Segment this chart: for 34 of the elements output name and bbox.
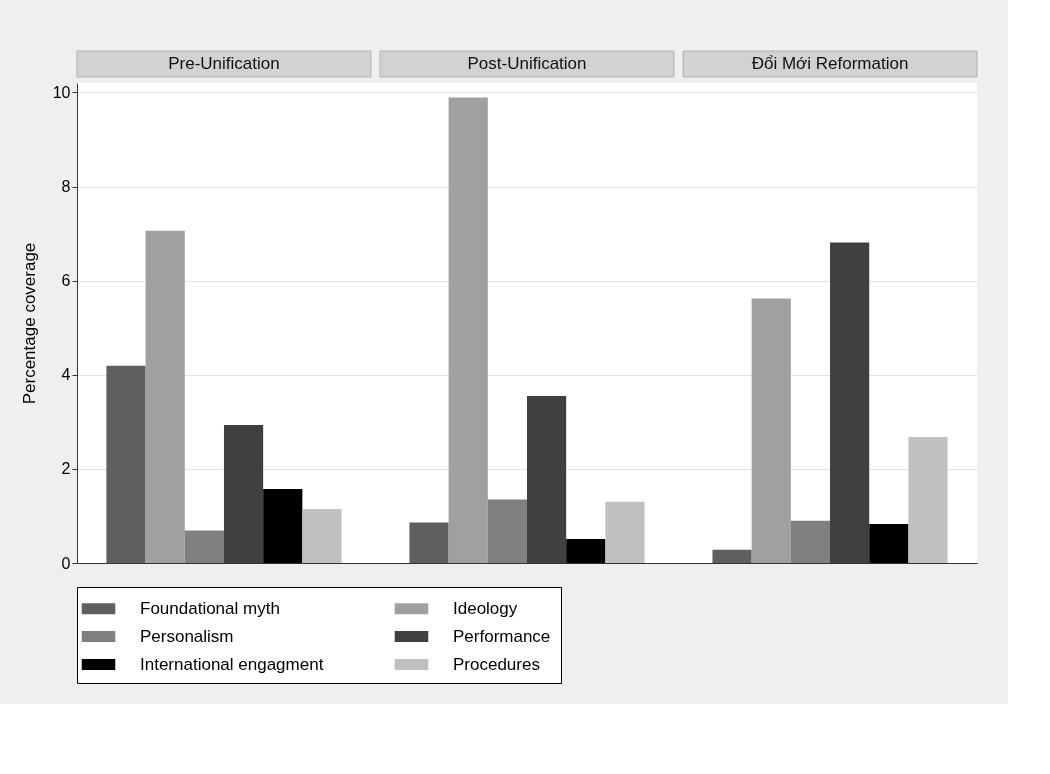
bar (527, 395, 567, 563)
bar (487, 499, 527, 563)
y-tick-label: 2 (61, 460, 71, 478)
bar (448, 97, 488, 563)
bar (566, 539, 606, 563)
legend-label: Foundational myth (140, 598, 280, 618)
bar (869, 523, 909, 563)
x-tick-label: Đổi Mới Reformation (751, 54, 909, 73)
bar (790, 520, 831, 563)
bar (830, 242, 870, 563)
y-tick-label: 6 (61, 272, 71, 290)
bar (302, 508, 342, 563)
y-tick-label: 8 (61, 178, 71, 196)
y-tick-label: 0 (61, 554, 71, 572)
legend-label: Ideology (453, 598, 518, 618)
x-tick-label: Pre-Unification (168, 54, 280, 73)
bar (184, 530, 224, 563)
legend-label: Procedures (453, 654, 540, 674)
bar (605, 501, 645, 563)
y-axis-title: Percentage coverage (19, 242, 39, 405)
legend-label: International engagment (140, 654, 324, 674)
bar (145, 230, 185, 563)
x-tick-label: Post-Unification (467, 54, 587, 73)
legend-label: Personalism (140, 626, 234, 646)
bar (223, 425, 264, 563)
bar (712, 549, 752, 563)
bar (263, 489, 303, 563)
bar (751, 298, 791, 563)
y-tick-label: 4 (61, 366, 71, 384)
bar (106, 365, 146, 563)
bar (409, 522, 449, 563)
bar (908, 436, 948, 563)
legend-label: Performance (453, 626, 551, 646)
y-tick-label: 10 (52, 83, 71, 101)
